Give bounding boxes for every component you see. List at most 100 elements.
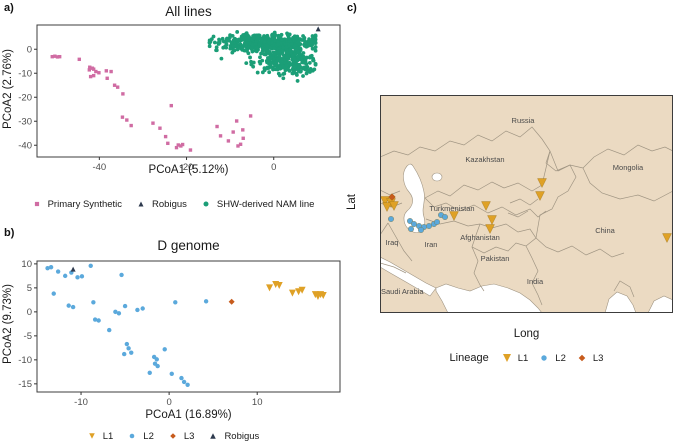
map-markers — [380, 178, 672, 243]
diamond-marker — [170, 433, 176, 439]
panel-b-plot: -10 0 10 10 5 0 -5 -10 -15 — [18, 259, 341, 407]
circle-marker — [265, 43, 270, 48]
circle-marker — [301, 74, 305, 78]
circle-marker — [246, 35, 251, 40]
legend-label: L3 — [183, 430, 195, 442]
circle-marker — [312, 67, 317, 72]
square-marker — [121, 92, 125, 96]
legend-item-l2: L2 — [126, 430, 154, 442]
se-corner-sea — [647, 295, 673, 313]
legend-label: L1 — [517, 352, 529, 364]
circle-marker — [313, 45, 318, 50]
square-marker — [115, 85, 120, 89]
circle-marker — [267, 70, 272, 75]
circle-marker — [239, 34, 244, 39]
y-tick-label: -40 — [18, 140, 32, 151]
country-label-turkmenistan: Turkmenistan — [429, 204, 474, 213]
circle-marker — [284, 54, 289, 59]
circle-marker — [266, 38, 271, 43]
map-ylabel: Lat — [346, 194, 358, 210]
circle-marker — [257, 59, 262, 64]
triangle-down-marker — [389, 201, 399, 211]
triangle-down-marker — [319, 292, 327, 300]
circle-marker — [129, 350, 134, 355]
circle-marker — [122, 303, 128, 309]
circle-marker — [301, 51, 306, 55]
circle-marker — [276, 35, 281, 40]
circle-marker — [219, 56, 224, 61]
circle-marker — [231, 43, 235, 48]
circle-marker — [181, 379, 187, 385]
circle-marker — [116, 311, 122, 316]
map-borders — [380, 126, 673, 306]
triangle-up-legend-icon — [210, 433, 217, 439]
panel-a-plot: -40 -20 0 0 -10 -20 -30 -40 — [18, 24, 341, 173]
circle-marker — [124, 341, 130, 347]
circle-marker — [313, 48, 318, 53]
arabian-sea — [435, 283, 543, 313]
country-label-mongolia: Mongolia — [613, 163, 644, 172]
square-legend-icon — [34, 201, 39, 207]
square-marker — [112, 83, 117, 87]
legend-item-shw-derived-nam-line: SHW-derived NAM line — [200, 198, 314, 210]
circle-marker — [45, 265, 50, 271]
circle-marker — [302, 35, 307, 40]
circle-marker — [408, 226, 414, 232]
legend-label: Robigus — [224, 430, 260, 442]
circle-marker — [75, 275, 80, 280]
diamond-marker — [388, 193, 396, 201]
circle-marker — [297, 41, 302, 46]
circle-marker — [154, 357, 159, 362]
legend-item-l3: L3 — [167, 430, 195, 442]
circle-marker — [273, 63, 278, 67]
triangle-down-marker — [485, 224, 495, 234]
circle-marker — [96, 318, 101, 323]
circle-marker — [236, 45, 241, 50]
circle-legend-icon — [129, 433, 135, 439]
circle-marker — [214, 48, 219, 53]
circle-marker — [298, 46, 303, 51]
square-marker — [169, 103, 173, 108]
circle-marker — [268, 56, 273, 61]
circle-marker — [284, 63, 289, 68]
circle-marker — [273, 38, 277, 43]
circle-marker — [302, 43, 307, 48]
y-tick-label: 0 — [27, 307, 32, 318]
square-marker — [226, 139, 231, 143]
legend-item-l1: L1 — [86, 430, 114, 442]
triangle-down-legend-icon — [502, 354, 511, 362]
square-marker — [77, 57, 81, 62]
triangle-up-legend-icon — [138, 201, 144, 207]
country-label-saudi-arabia: Saudi Arabia — [381, 287, 424, 296]
triangle-down-marker — [382, 202, 392, 212]
circle-marker — [266, 51, 271, 55]
circle-marker — [306, 43, 311, 48]
diamond-legend-icon — [170, 433, 176, 439]
circle-marker — [203, 299, 209, 304]
map-legend-title: Lineage — [449, 352, 489, 364]
circle-marker — [281, 64, 285, 69]
circle-marker — [276, 42, 281, 47]
circle-marker — [214, 45, 219, 50]
legend-label: L1 — [102, 430, 114, 442]
circle-marker — [271, 50, 276, 55]
y-tick-label: -10 — [18, 68, 32, 79]
y-tick-label: -20 — [18, 92, 32, 103]
panel-a-title: All lines — [165, 4, 212, 19]
square-marker — [55, 55, 60, 59]
square-marker — [97, 71, 101, 75]
triangle-down-marker — [275, 281, 283, 289]
square-marker — [87, 68, 92, 72]
panel-b-label: b) — [4, 227, 15, 239]
circle-marker — [232, 38, 236, 43]
circle-marker — [135, 307, 140, 313]
circle-marker — [251, 35, 256, 40]
circle-marker — [126, 346, 131, 351]
circle-marker — [255, 70, 260, 75]
circle-marker — [271, 56, 276, 61]
circle-marker — [248, 55, 252, 60]
legend-label: L2 — [555, 352, 566, 364]
circle-marker — [277, 49, 282, 54]
panel-b-title: D genome — [157, 238, 220, 253]
panel-b-legend: L1 L2 L3 Robigus — [0, 430, 345, 442]
